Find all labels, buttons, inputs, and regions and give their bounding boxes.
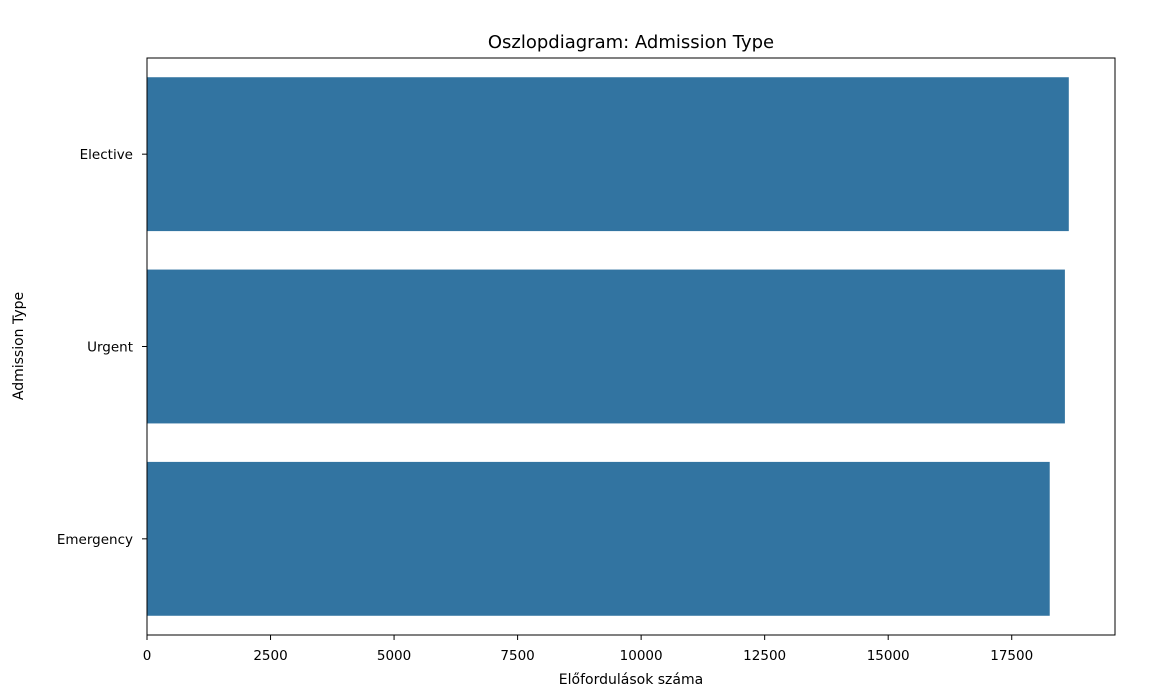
y-tick-label: Urgent [87,340,133,356]
x-tick-label: 15000 [867,648,910,664]
bars-layer [147,77,1069,616]
x-axis-label: Előfordulások száma [559,672,703,686]
bar-elective [147,77,1069,232]
y-tick-label: Emergency [57,532,133,548]
bar-emergency [147,461,1050,616]
y-tick-label: Elective [80,147,133,163]
x-tick-label: 5000 [377,648,411,664]
x-tick-label: 10000 [620,648,663,664]
x-tick-label: 2500 [253,648,287,664]
plot-frame [146,57,1116,636]
y-axis-label: Admission Type [11,292,27,400]
x-tick-label: 0 [143,648,152,664]
x-tick-label: 17500 [990,648,1033,664]
x-tick-label: 7500 [500,648,534,664]
x-tick-label: 12500 [743,648,786,664]
x-axis-ticks: 0 2500 5000 7500 10000 12500 15000 17500 [143,635,1033,664]
bar-urgent [147,269,1065,424]
chart-title: Oszlopdiagram: Admission Type [488,32,774,53]
y-axis-ticks: Elective Urgent Emergency [57,147,147,548]
